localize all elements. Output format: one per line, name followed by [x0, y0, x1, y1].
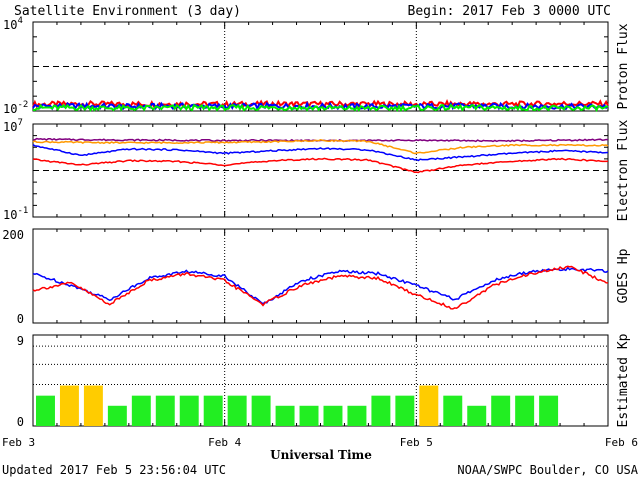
y-tick-label: 10-2 — [3, 100, 28, 116]
panel-frame — [32, 21, 609, 112]
x-tick-label: Feb 4 — [208, 436, 241, 449]
y-axis-label: Electron Flux — [616, 119, 631, 221]
x-axis-label: Universal Time — [270, 448, 372, 462]
kp-bar — [36, 395, 55, 426]
y-tick-label: 9 — [17, 334, 24, 348]
y-tick-label: 104 — [3, 16, 23, 32]
x-tick-label: Feb 3 — [2, 436, 35, 449]
series-line — [33, 103, 609, 113]
kp-bar — [467, 405, 487, 426]
panel-electron-flux: Electron Flux 107 10-1 — [3, 118, 631, 222]
x-tick-labels: Feb 3 Feb 4 Feb 5 Feb 6 — [2, 436, 638, 449]
panel-frame — [32, 123, 609, 218]
begin-time: Begin: 2017 Feb 3 0000 UTC — [408, 4, 612, 19]
y-tick-label: 0 — [17, 312, 24, 326]
x-tick-label: Feb 5 — [400, 436, 433, 449]
series-line — [32, 143, 609, 162]
y-axis-label: Estimated Kp — [616, 333, 631, 427]
kp-bar — [155, 395, 175, 426]
kp-bar — [443, 395, 463, 426]
series-line — [32, 157, 609, 174]
kp-bar — [251, 395, 271, 426]
kp-bar — [107, 405, 127, 426]
y-tick-label: 200 — [2, 228, 24, 242]
series-line — [32, 265, 609, 310]
chart-title: Satellite Environment (3 day) — [14, 4, 241, 19]
kp-bar — [323, 405, 343, 426]
kp-bar — [131, 395, 151, 426]
kp-bar — [371, 395, 391, 426]
y-tick-label: 107 — [3, 118, 23, 134]
panel-goes-hp: GOES Hp 200 0 — [2, 228, 631, 326]
kp-bar — [419, 385, 439, 426]
kp-bar — [395, 395, 415, 426]
y-axis-label: Proton Flux — [616, 23, 631, 109]
kp-bar — [179, 395, 199, 426]
panel-estimated-kp: Estimated Kp 9 0 — [17, 333, 631, 429]
kp-bar — [515, 395, 535, 426]
kp-bar — [203, 395, 223, 426]
kp-bar — [275, 405, 295, 426]
kp-bar — [347, 405, 367, 426]
y-tick-label: 10-1 — [3, 206, 28, 222]
credit-label: NOAA/SWPC Boulder, CO USA — [457, 463, 638, 477]
kp-bar — [491, 395, 511, 426]
kp-bar — [299, 405, 319, 426]
kp-bar — [539, 395, 559, 426]
panel-proton-flux: Proton Flux 104 10-2 — [3, 16, 631, 116]
y-tick-label: 0 — [17, 415, 24, 429]
kp-bar — [59, 385, 79, 426]
series-line — [32, 139, 609, 155]
y-axis-label: GOES Hp — [616, 248, 631, 303]
kp-bar — [227, 395, 247, 426]
updated-timestamp: Updated 2017 Feb 5 23:56:04 UTC — [2, 463, 226, 477]
x-tick-label: Feb 6 — [605, 436, 638, 449]
kp-bar — [83, 385, 103, 426]
series-line — [32, 266, 609, 305]
panels: Proton Flux 104 10-2 Electron Flux 107 10-1 GO… — [2, 16, 631, 429]
